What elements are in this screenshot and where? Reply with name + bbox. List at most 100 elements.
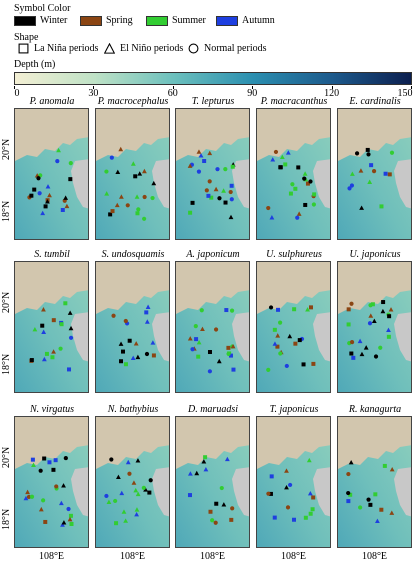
map-svg bbox=[15, 417, 88, 547]
map-svg bbox=[15, 109, 88, 239]
survey-point bbox=[47, 192, 52, 198]
survey-point bbox=[306, 457, 312, 463]
survey-point bbox=[308, 305, 313, 310]
island-shape bbox=[71, 467, 88, 517]
season-swatch bbox=[216, 15, 238, 26]
island-shape bbox=[232, 312, 249, 362]
map-svg bbox=[338, 109, 411, 239]
latitude-label: 18°N bbox=[1, 353, 12, 375]
survey-point bbox=[230, 343, 236, 349]
survey-point bbox=[141, 485, 146, 490]
longitude-label: 108°E bbox=[361, 551, 388, 562]
shape-label: La Niña periods bbox=[34, 43, 99, 54]
panel-title: S. tumbil bbox=[34, 249, 70, 260]
map-svg bbox=[176, 262, 249, 392]
survey-point bbox=[45, 184, 51, 189]
survey-point bbox=[114, 202, 120, 208]
survey-point bbox=[386, 334, 391, 339]
shape-label: El Niño periods bbox=[120, 43, 184, 54]
survey-point bbox=[272, 515, 277, 520]
survey-point bbox=[380, 308, 386, 314]
survey-point bbox=[357, 338, 363, 344]
survey-point bbox=[221, 188, 226, 193]
colorbar-tick-label: 90 bbox=[247, 88, 258, 99]
colorbar-tick-label: 120 bbox=[324, 88, 340, 99]
survey-point bbox=[213, 186, 219, 192]
survey-point bbox=[29, 494, 35, 499]
survey-point bbox=[194, 470, 200, 476]
survey-point bbox=[60, 522, 65, 527]
survey-point bbox=[378, 345, 383, 350]
survey-point bbox=[199, 308, 204, 313]
survey-point bbox=[288, 191, 293, 196]
season-swatch bbox=[14, 15, 36, 26]
survey-point bbox=[135, 354, 141, 360]
survey-point bbox=[351, 355, 356, 360]
survey-point bbox=[104, 169, 109, 174]
survey-point bbox=[308, 179, 313, 184]
survey-point bbox=[67, 310, 73, 315]
season-label: Spring bbox=[106, 15, 133, 26]
season-swatch bbox=[80, 15, 102, 26]
survey-point bbox=[368, 313, 374, 318]
panel-title: P. anomala bbox=[29, 96, 75, 107]
mainland-shape bbox=[176, 417, 249, 469]
survey-point bbox=[58, 346, 63, 351]
panel-title: N. virgatus bbox=[29, 404, 75, 415]
survey-point bbox=[349, 171, 355, 176]
survey-point bbox=[187, 336, 193, 341]
colorbar-tick bbox=[93, 86, 95, 89]
survey-point bbox=[111, 313, 116, 318]
survey-point bbox=[193, 324, 198, 329]
survey-point bbox=[278, 351, 283, 356]
survey-point bbox=[136, 207, 141, 212]
colorbar-tick bbox=[252, 86, 254, 89]
survey-point bbox=[223, 200, 228, 205]
survey-point bbox=[23, 495, 29, 501]
map-svg bbox=[96, 109, 169, 239]
species-map-panel bbox=[175, 416, 250, 548]
survey-point bbox=[135, 491, 141, 497]
survey-point bbox=[348, 460, 354, 465]
survey-point bbox=[68, 513, 73, 518]
survey-point bbox=[292, 307, 297, 312]
species-map-panel bbox=[256, 108, 331, 240]
survey-point bbox=[118, 341, 124, 346]
survey-point bbox=[150, 340, 156, 345]
survey-point bbox=[66, 506, 71, 512]
survey-point bbox=[114, 521, 119, 526]
survey-point bbox=[142, 194, 147, 200]
island-shape bbox=[394, 159, 411, 209]
shape-title: Shape bbox=[14, 32, 39, 43]
island-shape bbox=[313, 467, 330, 517]
species-map-panel bbox=[337, 108, 412, 240]
survey-point bbox=[187, 493, 192, 498]
survey-point bbox=[209, 195, 214, 200]
survey-point bbox=[285, 505, 291, 510]
survey-point bbox=[69, 521, 74, 526]
survey-point bbox=[144, 310, 149, 315]
colorbar-tick-label: 150 bbox=[397, 88, 413, 99]
mainland-shape bbox=[96, 417, 169, 469]
survey-point bbox=[358, 168, 364, 173]
survey-point bbox=[37, 191, 42, 196]
mainland-shape bbox=[257, 109, 330, 161]
survey-point bbox=[63, 301, 68, 306]
survey-point bbox=[224, 456, 230, 462]
survey-point bbox=[284, 468, 289, 473]
survey-point bbox=[387, 314, 392, 319]
panel-title: A. japonicum bbox=[186, 249, 240, 260]
survey-point bbox=[207, 150, 213, 156]
species-map-panel bbox=[95, 416, 170, 548]
island-shape bbox=[394, 467, 411, 517]
survey-point bbox=[144, 351, 150, 357]
panel-title: T. lepturus bbox=[191, 96, 235, 107]
panel-title: E. cardinalis bbox=[349, 96, 401, 107]
mainland-shape bbox=[176, 262, 249, 314]
survey-point bbox=[26, 494, 32, 500]
survey-point bbox=[30, 457, 35, 462]
colorbar-tick-label: 0 bbox=[14, 88, 20, 99]
map-svg bbox=[96, 262, 169, 392]
survey-point bbox=[68, 325, 74, 331]
survey-point bbox=[130, 161, 136, 166]
